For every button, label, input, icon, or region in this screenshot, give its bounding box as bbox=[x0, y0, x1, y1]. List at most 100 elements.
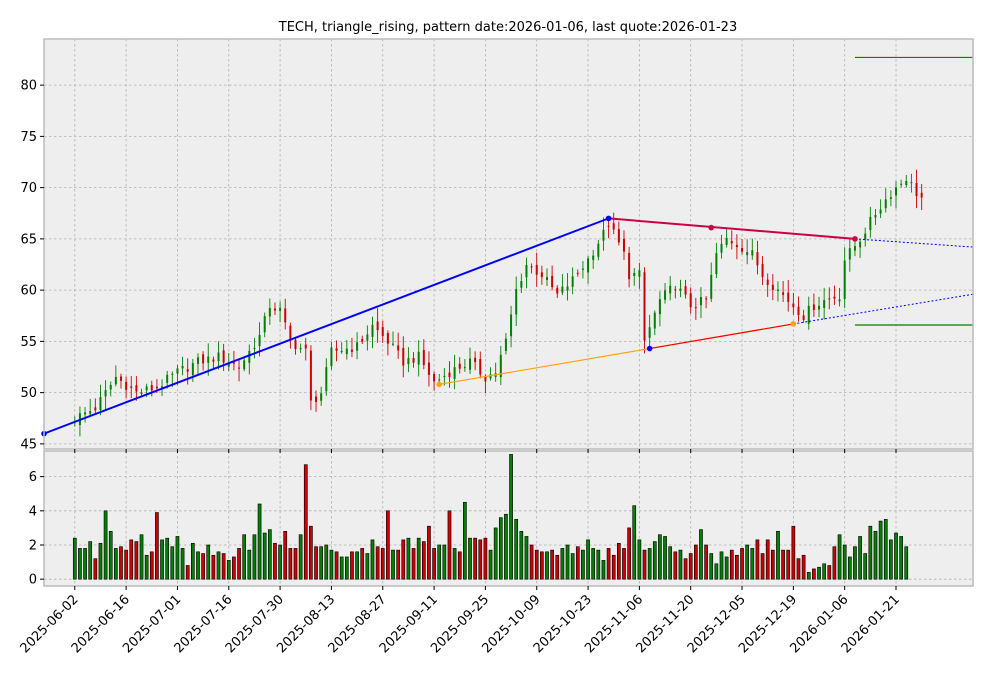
volume-bar bbox=[586, 539, 590, 580]
volume-bar bbox=[119, 546, 123, 580]
candle-body bbox=[191, 363, 194, 376]
volume-bar bbox=[709, 553, 714, 580]
candle-body bbox=[597, 243, 600, 257]
candle-body bbox=[684, 286, 687, 295]
candle-body bbox=[479, 358, 482, 375]
volume-bar bbox=[108, 531, 113, 580]
candle-body bbox=[109, 384, 112, 390]
candle-body bbox=[119, 376, 122, 381]
candle-body bbox=[207, 356, 210, 363]
volume-bar bbox=[216, 551, 221, 580]
volume-bar bbox=[899, 536, 903, 580]
volume-bar bbox=[714, 563, 719, 580]
candle-body bbox=[756, 252, 759, 266]
volume-bar bbox=[498, 517, 503, 580]
volume-bar bbox=[806, 572, 811, 580]
volume-bar bbox=[160, 539, 164, 580]
candle-body bbox=[345, 348, 348, 355]
candle-body bbox=[361, 338, 364, 342]
volume-bar bbox=[468, 537, 472, 580]
candle-body bbox=[145, 386, 148, 391]
candle-body bbox=[433, 373, 436, 382]
volume-bar bbox=[652, 541, 657, 580]
candle-body bbox=[823, 300, 826, 309]
volume-bar bbox=[247, 549, 252, 580]
volume-bar bbox=[637, 539, 642, 580]
volume-bar bbox=[83, 548, 87, 580]
volume-bar bbox=[847, 556, 852, 580]
volume-bar bbox=[904, 546, 909, 580]
candle-body bbox=[222, 350, 225, 363]
volume-bar bbox=[124, 549, 128, 580]
volume-bar bbox=[755, 539, 760, 580]
volume-bar bbox=[375, 546, 380, 580]
candle-body bbox=[268, 308, 271, 317]
candle-body bbox=[869, 216, 872, 231]
candle-body bbox=[248, 350, 251, 363]
candle-body bbox=[658, 299, 661, 315]
candle-body bbox=[279, 307, 282, 312]
candle-body bbox=[335, 348, 338, 351]
candle-body bbox=[561, 286, 564, 293]
candle-body bbox=[643, 272, 646, 341]
candle-body bbox=[828, 298, 831, 300]
candle-body bbox=[350, 349, 353, 352]
candle-body bbox=[895, 187, 898, 196]
volume-bar bbox=[334, 551, 339, 580]
candle-body bbox=[243, 360, 246, 370]
volume-bar bbox=[622, 548, 626, 580]
volume-bar bbox=[514, 519, 519, 580]
candle-body bbox=[782, 292, 785, 296]
pattern-marker bbox=[436, 381, 443, 388]
candle-body bbox=[186, 369, 189, 372]
volume-bar bbox=[329, 549, 334, 580]
volume-bar bbox=[570, 553, 575, 580]
candle-body bbox=[576, 272, 579, 274]
volume-bar bbox=[267, 529, 272, 580]
volume-bar bbox=[519, 531, 524, 580]
volume-bar bbox=[658, 534, 662, 580]
volume-bar bbox=[134, 541, 139, 580]
candle-body bbox=[417, 351, 420, 365]
volume-bar bbox=[673, 551, 678, 580]
candle-body bbox=[889, 197, 892, 199]
candle-body bbox=[674, 289, 677, 291]
volume-bar bbox=[288, 548, 293, 580]
candle-body bbox=[602, 229, 605, 241]
volume-bar bbox=[350, 551, 354, 580]
volume-bar bbox=[93, 558, 98, 580]
volume-bar bbox=[524, 536, 529, 580]
candle-body bbox=[499, 354, 502, 378]
candle-body bbox=[792, 303, 795, 308]
volume-bar bbox=[719, 551, 724, 580]
volume-bar bbox=[647, 548, 652, 580]
candle-body bbox=[130, 386, 133, 388]
volume-bar bbox=[529, 544, 534, 580]
volume-bar bbox=[457, 551, 462, 580]
candle-body bbox=[356, 342, 359, 351]
candle-body bbox=[571, 276, 574, 287]
candle-body bbox=[176, 368, 179, 374]
volume-bar bbox=[740, 548, 744, 580]
candle-body bbox=[818, 305, 821, 310]
candle-body bbox=[607, 225, 610, 227]
candle-body bbox=[766, 279, 769, 285]
volume-bar bbox=[262, 532, 267, 580]
volume-bar bbox=[278, 544, 282, 580]
candle-body bbox=[155, 386, 158, 389]
candle-body bbox=[227, 363, 230, 367]
pattern-lines bbox=[43, 56, 974, 435]
candle-body bbox=[807, 305, 810, 324]
volume-bar bbox=[221, 553, 226, 580]
volume-bar bbox=[298, 534, 303, 580]
price-tick-label: 65 bbox=[20, 232, 37, 247]
volume-tick-label: 0 bbox=[29, 573, 37, 588]
volume-bar bbox=[283, 531, 288, 580]
volume-bar bbox=[663, 536, 667, 580]
candle-body bbox=[900, 183, 903, 185]
candle-body bbox=[679, 288, 682, 291]
volume-bar bbox=[760, 553, 765, 580]
volume-bar bbox=[344, 556, 349, 580]
volume-bar bbox=[237, 548, 241, 580]
candle-body bbox=[705, 298, 708, 300]
